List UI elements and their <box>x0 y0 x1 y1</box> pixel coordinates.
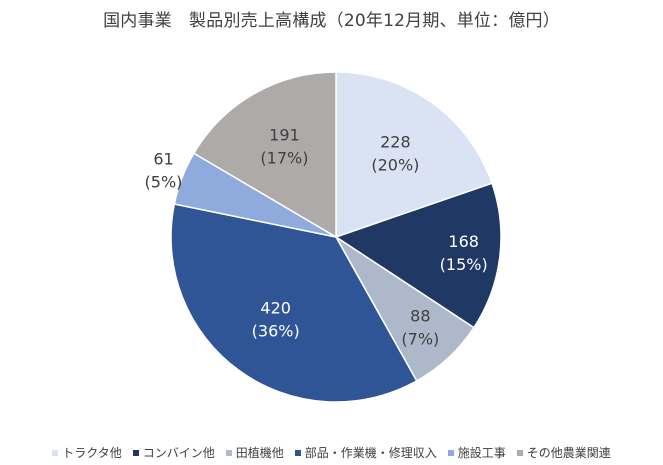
legend-item: 部品・作業機・修理収入 <box>294 444 437 461</box>
slice-value-label: 168 <box>448 232 479 251</box>
pie-slice <box>192 71 337 239</box>
slice-percent-label: (17%) <box>260 149 308 168</box>
slice-value-label: 191 <box>269 126 300 145</box>
legend-label: コンバイン他 <box>142 446 215 460</box>
legend-label: 部品・作業機・修理収入 <box>304 446 437 460</box>
legend-item: 田植機他 <box>225 444 284 461</box>
legend-swatch <box>132 449 139 456</box>
legend-item: トラクタ他 <box>52 444 122 461</box>
slice-percent-label: (20%) <box>371 156 419 175</box>
legend-swatch <box>225 449 232 456</box>
legend-item: コンバイン他 <box>132 444 215 461</box>
legend-swatch <box>294 449 301 456</box>
pie-slice <box>170 203 418 403</box>
legend-swatch <box>52 449 59 456</box>
legend-item: 施設工事 <box>447 444 506 461</box>
slice-percent-label: (36%) <box>252 322 300 341</box>
legend-label: 田植機他 <box>235 446 284 460</box>
slice-percent-label: (5%) <box>145 173 183 192</box>
legend-swatch <box>516 449 523 456</box>
slice-value-label: 61 <box>153 150 173 169</box>
slice-value-label: 228 <box>380 133 411 152</box>
slice-percent-label: (7%) <box>401 330 439 349</box>
legend-swatch <box>447 449 454 456</box>
legend-label: トラクタ他 <box>62 446 122 460</box>
chart-title: 国内事業 製品別売上高構成（20年12月期、単位：億円） <box>103 11 560 31</box>
pie-slice <box>334 182 502 329</box>
pie-slice <box>335 71 493 239</box>
legend-label: 施設工事 <box>457 446 506 460</box>
slice-value-label: 88 <box>410 307 430 326</box>
slice-value-label: 420 <box>260 299 291 318</box>
chart-legend: トラクタ他 コンバイン他 田植機他 部品・作業機・修理収入 施設工事 その他農業関連 <box>0 444 663 461</box>
legend-item: その他農業関連 <box>516 444 611 461</box>
legend-label: その他農業関連 <box>526 446 611 460</box>
slice-percent-label: (15%) <box>440 255 488 274</box>
